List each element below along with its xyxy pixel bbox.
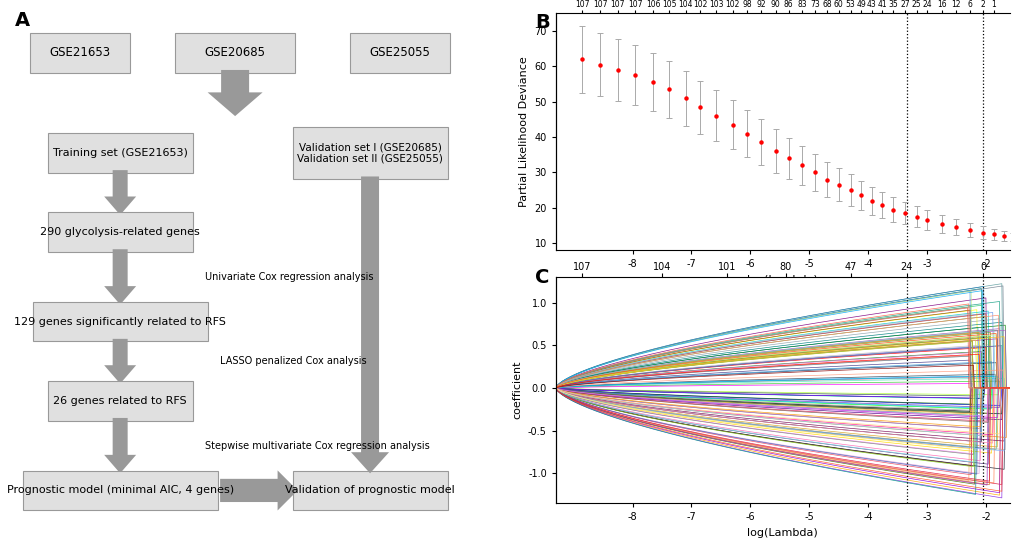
X-axis label: log(Lambda): log(Lambda) [747,528,817,537]
Polygon shape [220,470,298,511]
Polygon shape [104,418,136,473]
Text: C: C [535,268,549,287]
FancyBboxPatch shape [31,33,130,73]
Text: Prognostic model (minimal AIC, 4 genes): Prognostic model (minimal AIC, 4 genes) [6,485,233,495]
FancyBboxPatch shape [33,302,208,342]
FancyBboxPatch shape [175,33,294,73]
Y-axis label: coefficient: coefficient [512,361,522,419]
Text: Univariate Cox regression analysis: Univariate Cox regression analysis [205,272,373,282]
Text: 290 glycolysis-related genes: 290 glycolysis-related genes [40,227,200,237]
Text: GSE20685: GSE20685 [205,46,265,59]
FancyBboxPatch shape [350,33,449,73]
FancyBboxPatch shape [48,213,193,252]
FancyBboxPatch shape [292,471,447,510]
Text: GSE25055: GSE25055 [369,46,430,59]
Polygon shape [104,170,136,215]
Text: LASSO penalized Cox analysis: LASSO penalized Cox analysis [220,356,367,366]
Text: Training set (GSE21653): Training set (GSE21653) [53,148,187,158]
Text: A: A [15,11,31,30]
Text: Stepwise multivariate Cox regression analysis: Stepwise multivariate Cox regression ana… [205,441,429,451]
Text: Validation of prognostic model: Validation of prognostic model [285,485,454,495]
FancyBboxPatch shape [48,133,193,173]
Polygon shape [208,70,262,116]
Text: GSE21653: GSE21653 [50,46,111,59]
FancyBboxPatch shape [48,381,193,421]
Y-axis label: Partial Likelihood Deviance: Partial Likelihood Deviance [519,56,529,207]
FancyBboxPatch shape [22,471,217,510]
Polygon shape [351,176,388,473]
Polygon shape [104,339,136,384]
FancyBboxPatch shape [292,126,447,179]
Text: B: B [535,13,549,32]
X-axis label: log(Lambda): log(Lambda) [747,275,817,285]
Text: 129 genes significantly related to RFS: 129 genes significantly related to RFS [14,317,226,327]
Text: Validation set I (GSE20685)
Validation set II (GSE25055): Validation set I (GSE20685) Validation s… [297,142,442,164]
Polygon shape [104,249,136,305]
Text: 26 genes related to RFS: 26 genes related to RFS [53,396,186,406]
